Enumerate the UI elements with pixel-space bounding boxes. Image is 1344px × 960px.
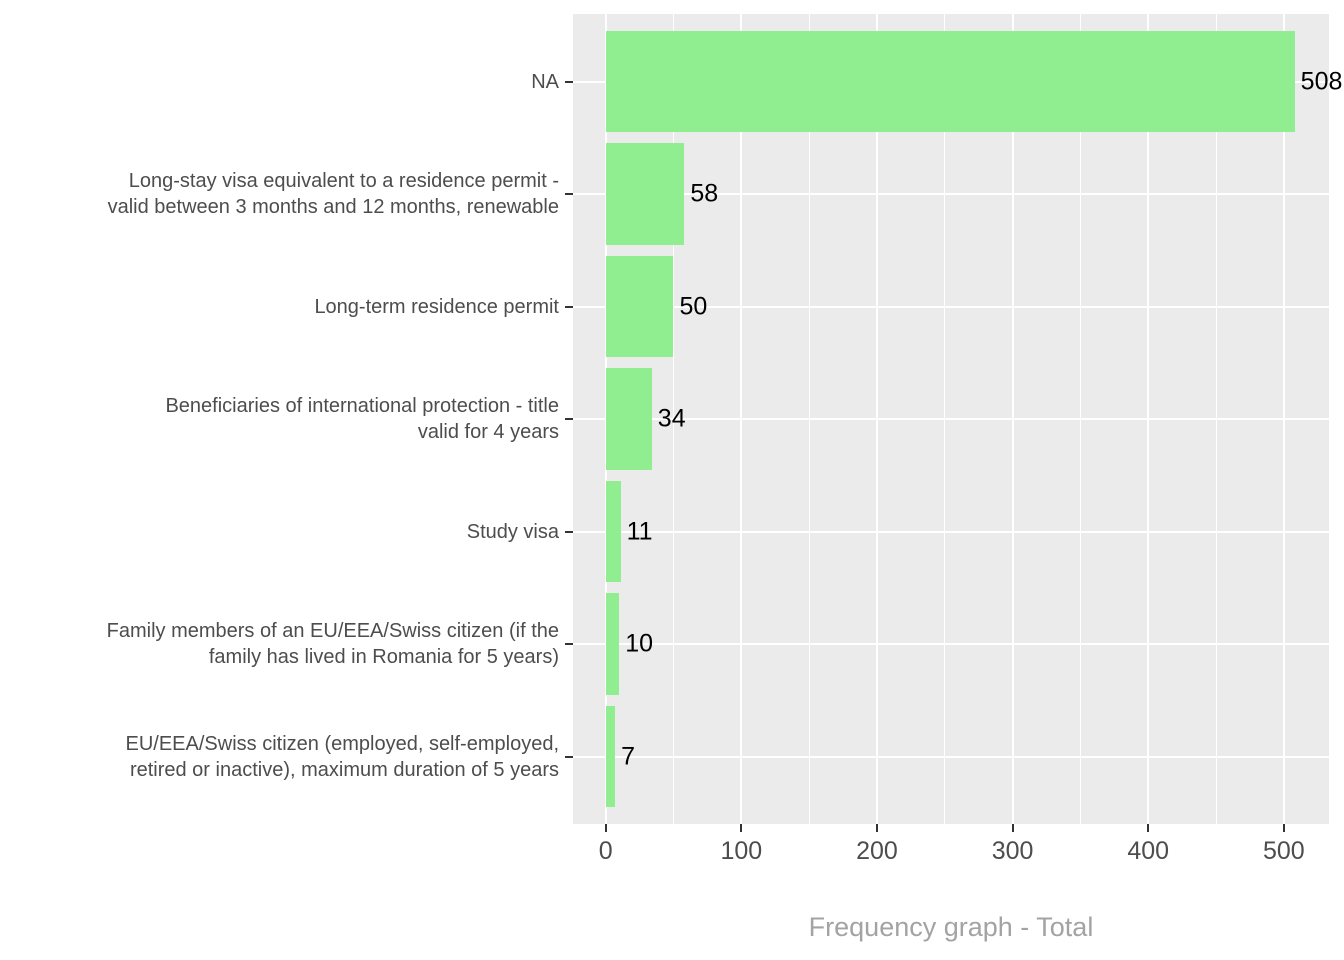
gridline-major-h bbox=[573, 755, 1329, 758]
gridline-major-h bbox=[573, 193, 1329, 195]
y-axis-label: Study visa bbox=[466, 520, 559, 543]
y-tick-mark bbox=[565, 193, 573, 195]
y-tick-mark bbox=[565, 530, 573, 533]
y-tick-mark bbox=[565, 305, 573, 308]
x-tick-label: 300 bbox=[991, 837, 1034, 865]
y-axis-label: Family members of an EU/EEA/Swiss citize… bbox=[106, 620, 559, 668]
x-axis-title: Frequency graph - Total bbox=[808, 912, 1094, 942]
bar-value-label: 11 bbox=[626, 517, 653, 545]
gridline-major-h bbox=[573, 530, 1329, 533]
y-tick-mark bbox=[565, 80, 573, 83]
bar-value-label: 58 bbox=[690, 179, 719, 208]
x-tick-label: 500 bbox=[1262, 837, 1305, 865]
gridline-major-h bbox=[573, 643, 1329, 645]
y-axis-label: NA bbox=[531, 70, 559, 93]
x-tick-mark bbox=[1282, 824, 1285, 832]
x-tick-mark bbox=[740, 824, 743, 832]
y-tick-mark bbox=[565, 643, 573, 645]
x-tick-label: 400 bbox=[1127, 837, 1170, 865]
bar bbox=[605, 480, 621, 583]
y-axis-label: Long-term residence permit bbox=[314, 295, 559, 318]
y-axis-label: Long-stay visa equivalent to a residence… bbox=[107, 170, 559, 218]
y-tick-mark bbox=[565, 755, 573, 758]
bar bbox=[605, 593, 620, 695]
y-tick-mark bbox=[565, 418, 573, 420]
y-axis-label: Beneficiaries of international protectio… bbox=[165, 395, 559, 443]
x-tick-mark bbox=[875, 824, 878, 832]
x-tick-label: 100 bbox=[720, 837, 763, 865]
bar-value-label: 10 bbox=[625, 629, 654, 658]
bar-value-label: 50 bbox=[679, 292, 708, 320]
x-tick-mark bbox=[1011, 824, 1014, 832]
bar-value-label: 508 bbox=[1300, 67, 1343, 95]
gridline-major-h bbox=[573, 418, 1329, 420]
x-tick-mark bbox=[604, 824, 607, 832]
bar bbox=[605, 705, 616, 808]
bar bbox=[605, 255, 674, 358]
bar-value-label: 34 bbox=[657, 404, 686, 433]
bar bbox=[605, 30, 1295, 133]
x-tick-mark bbox=[1147, 824, 1150, 832]
bar-value-label: 7 bbox=[621, 742, 636, 770]
x-tick-label: 0 bbox=[598, 837, 613, 865]
y-axis-label: EU/EEA/Swiss citizen (employed, self-emp… bbox=[125, 732, 560, 781]
bar bbox=[605, 143, 685, 245]
gridline-major-h bbox=[573, 305, 1329, 308]
x-tick-label: 200 bbox=[856, 837, 898, 865]
bar bbox=[605, 368, 652, 470]
